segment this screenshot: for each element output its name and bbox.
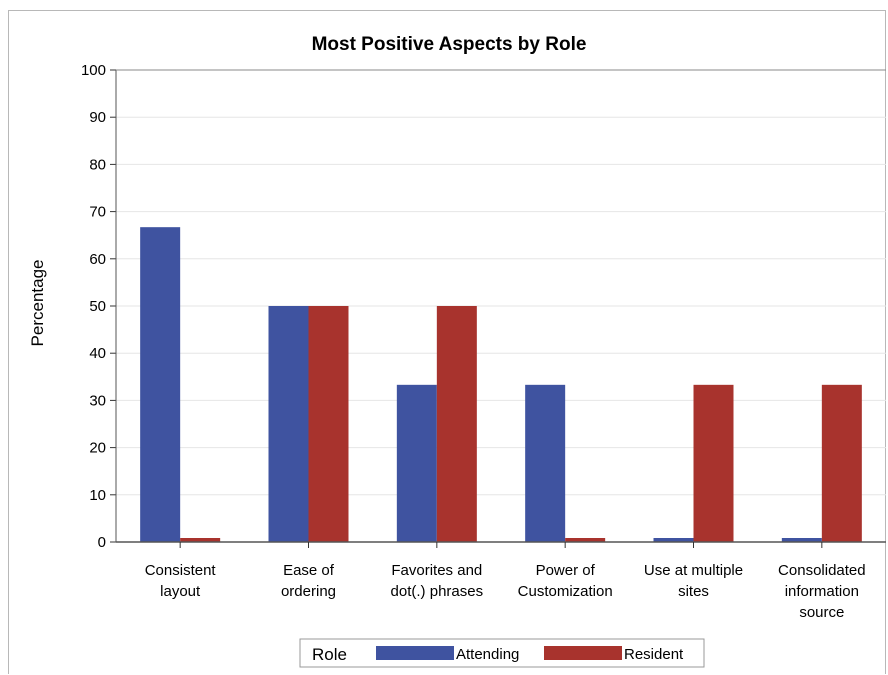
x-category-label: sites [678,583,709,600]
x-axis-categories: Consistent layout Ease of ordering Favorites… [145,542,866,621]
x-category-label: Consolidated [778,562,866,579]
legend-items: Attending Resident [376,646,684,663]
legend: Role Attending Resident [299,638,705,668]
y-tick-label: 30 [89,392,106,409]
y-tick-label: 100 [81,62,106,79]
gridlines [116,69,886,496]
axes [115,69,886,543]
y-axis-label: Percentage [28,260,47,347]
bar-attending [781,538,822,542]
y-tick-label: 10 [89,487,106,504]
chart-frame [8,10,886,674]
y-tick-label: 70 [89,204,106,221]
x-category-label: Customization [518,583,613,600]
y-tick-label: 80 [89,156,106,173]
bar-resident [565,538,606,542]
legend-label-attending: Attending [456,646,519,663]
y-tick-label: 0 [98,534,106,551]
x-category-label: source [799,604,844,621]
x-category-label: information [785,583,859,600]
bar-resident [180,538,221,542]
legend-swatch-resident [544,646,622,660]
y-tick-label: 90 [89,109,106,126]
x-category-label: ordering [281,583,336,600]
bar-resident [308,306,349,542]
bar-attending [653,538,694,542]
y-axis-ticks: 0 10 20 30 40 50 60 70 80 90 100 [81,62,116,551]
y-tick-label: 60 [89,251,106,268]
bars [140,227,862,542]
x-category-label: Ease of [283,562,335,579]
chart-title: Most Positive Aspects by Role [312,34,587,55]
bar-resident [436,306,477,542]
x-category-label: layout [160,583,201,600]
bar-attending [140,227,181,542]
y-tick-label: 20 [89,440,106,457]
bar-resident [693,384,734,542]
x-category-label: Consistent [145,562,217,579]
x-category-label: Favorites and [391,562,482,579]
bar-attending [525,384,566,542]
bar-resident [821,384,862,542]
legend-title: Role [312,645,347,664]
x-category-label: dot(.) phrases [391,583,484,600]
bar-attending [268,306,309,542]
y-tick-label: 50 [89,298,106,315]
legend-label-resident: Resident [624,646,684,663]
legend-swatch-attending [376,646,454,660]
x-category-label: Use at multiple [644,562,743,579]
legend-box [299,638,705,668]
y-tick-label: 40 [89,345,106,362]
x-category-label: Power of [536,562,596,579]
bar-attending [396,384,437,542]
